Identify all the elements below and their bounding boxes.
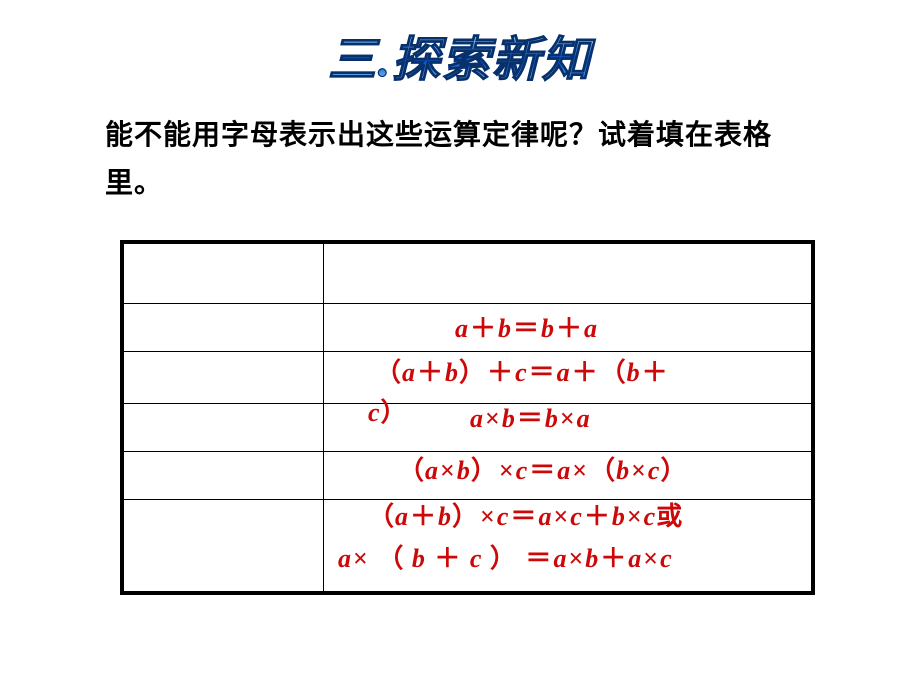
table-cell-left (124, 304, 324, 352)
table-cell-left (124, 500, 324, 592)
table-row (124, 404, 812, 452)
table-cell-left (124, 244, 324, 304)
table-cell-right (324, 304, 812, 352)
table-cell-left (124, 452, 324, 500)
table-row (124, 452, 812, 500)
table-cell-right (324, 404, 812, 452)
section-title: 三.探索新知 (0, 20, 920, 90)
table-cell-left (124, 352, 324, 404)
table-row (124, 500, 812, 592)
table-cell-left (124, 404, 324, 452)
section-title-text: 三.探索新知 (328, 34, 592, 87)
question-text: 能不能用字母表示出这些运算定律呢？试着填在表格里。 (105, 112, 825, 207)
table-cell-right (324, 452, 812, 500)
table-cell-right (324, 500, 812, 592)
table-cell-right (324, 244, 812, 304)
table-row (124, 244, 812, 304)
table-row (124, 352, 812, 404)
laws-table (120, 240, 815, 595)
table-row (124, 304, 812, 352)
table-cell-right (324, 352, 812, 404)
